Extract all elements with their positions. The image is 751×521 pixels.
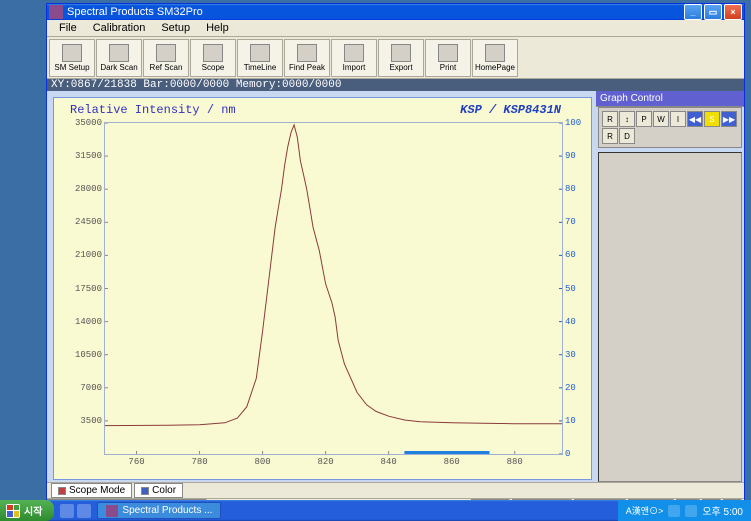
- toolbar-find-peak[interactable]: Find Peak: [284, 39, 330, 77]
- tab-icon: [141, 487, 149, 495]
- toolbar-homepage[interactable]: HomePage: [472, 39, 518, 77]
- graph-control-btn[interactable]: ↕: [619, 111, 635, 127]
- system-tray[interactable]: A漢앤⊙> 오후 5:00: [618, 500, 751, 521]
- toolbar-icon: [156, 44, 176, 62]
- tray-icon[interactable]: [685, 505, 697, 517]
- minimize-button[interactable]: _: [684, 4, 702, 20]
- chart-left-title: Relative Intensity / nm: [70, 103, 236, 117]
- toolbar-dark-scan[interactable]: Dark Scan: [96, 39, 142, 77]
- graph-control-btn[interactable]: W: [653, 111, 669, 127]
- start-button[interactable]: 시작: [0, 500, 54, 521]
- toolbar-icon: [250, 44, 270, 62]
- taskbar-app-button[interactable]: Spectral Products ...: [97, 502, 221, 519]
- graph-control-btn[interactable]: ◀◀: [687, 111, 703, 127]
- graph-control-title: Graph Control: [596, 91, 744, 107]
- tab-bar: Scope ModeColor: [47, 482, 744, 498]
- toolbar-sm-setup[interactable]: SM Setup: [49, 39, 95, 77]
- tray-icon[interactable]: [668, 505, 680, 517]
- toolbar-icon: [485, 44, 505, 62]
- tab-scope-mode[interactable]: Scope Mode: [51, 483, 132, 498]
- toolbar-icon: [62, 44, 82, 62]
- chart-right-title: KSP / KSP8431N: [460, 103, 561, 117]
- toolbar-ref-scan[interactable]: Ref Scan: [143, 39, 189, 77]
- toolbar-scope[interactable]: Scope: [190, 39, 236, 77]
- windows-logo-icon: [6, 504, 20, 518]
- app-icon: [49, 5, 63, 19]
- toolbar: SM SetupDark ScanRef ScanScopeTimeLineFi…: [47, 37, 744, 79]
- info-bar: XY:0867/21838 Bar:0000/0000 Memory:0000/…: [47, 79, 744, 91]
- quick-launch-item[interactable]: [60, 504, 74, 518]
- toolbar-icon: [391, 44, 411, 62]
- graph-control-btn[interactable]: ▶▶: [721, 111, 737, 127]
- quick-launch: [60, 504, 91, 518]
- graph-control-btn[interactable]: D: [619, 128, 635, 144]
- app-window: Spectral Products SM32Pro _ ▭ × File Cal…: [46, 3, 745, 500]
- close-button[interactable]: ×: [724, 4, 742, 20]
- tab-icon: [58, 487, 66, 495]
- graph-control-btn[interactable]: R: [602, 111, 618, 127]
- graph-control-buttons: R↕PWI◀◀S▶▶ RD: [598, 107, 742, 148]
- quick-launch-item[interactable]: [77, 504, 91, 518]
- menu-file[interactable]: File: [51, 20, 85, 36]
- side-panel: Graph Control R↕PWI◀◀S▶▶ RD: [596, 91, 744, 482]
- taskbar-app-icon: [106, 505, 118, 517]
- window-title: Spectral Products SM32Pro: [67, 6, 684, 18]
- plot-area[interactable]: 3500700010500140001750021000245002800031…: [104, 122, 563, 455]
- menu-calibration[interactable]: Calibration: [85, 20, 154, 36]
- menu-help[interactable]: Help: [198, 20, 237, 36]
- clock[interactable]: 오후 5:00: [702, 503, 743, 518]
- toolbar-icon: [109, 44, 129, 62]
- toolbar-icon: [438, 44, 458, 62]
- side-panel-body: [598, 152, 742, 482]
- graph-control-btn[interactable]: R: [602, 128, 618, 144]
- chart-panel: Relative Intensity / nm KSP / KSP8431N 3…: [53, 97, 592, 480]
- taskbar-app-label: Spectral Products ...: [122, 505, 212, 516]
- toolbar-icon: [344, 44, 364, 62]
- toolbar-icon: [297, 44, 317, 62]
- toolbar-import[interactable]: Import: [331, 39, 377, 77]
- taskbar[interactable]: 시작 Spectral Products ... A漢앤⊙> 오후 5:00: [0, 500, 751, 521]
- toolbar-icon: [203, 44, 223, 62]
- main-area: Relative Intensity / nm KSP / KSP8431N 3…: [47, 91, 744, 482]
- tab-color[interactable]: Color: [134, 483, 183, 498]
- graph-control-btn[interactable]: I: [670, 111, 686, 127]
- titlebar[interactable]: Spectral Products SM32Pro _ ▭ ×: [47, 4, 744, 20]
- toolbar-timeline[interactable]: TimeLine: [237, 39, 283, 77]
- graph-control-btn[interactable]: S: [704, 111, 720, 127]
- menubar: File Calibration Setup Help: [47, 20, 744, 37]
- start-label: 시작: [24, 503, 42, 518]
- tray-label: A漢앤⊙>: [626, 504, 664, 517]
- graph-control-btn[interactable]: P: [636, 111, 652, 127]
- toolbar-export[interactable]: Export: [378, 39, 424, 77]
- toolbar-print[interactable]: Print: [425, 39, 471, 77]
- maximize-button[interactable]: ▭: [704, 4, 722, 20]
- menu-setup[interactable]: Setup: [153, 20, 198, 36]
